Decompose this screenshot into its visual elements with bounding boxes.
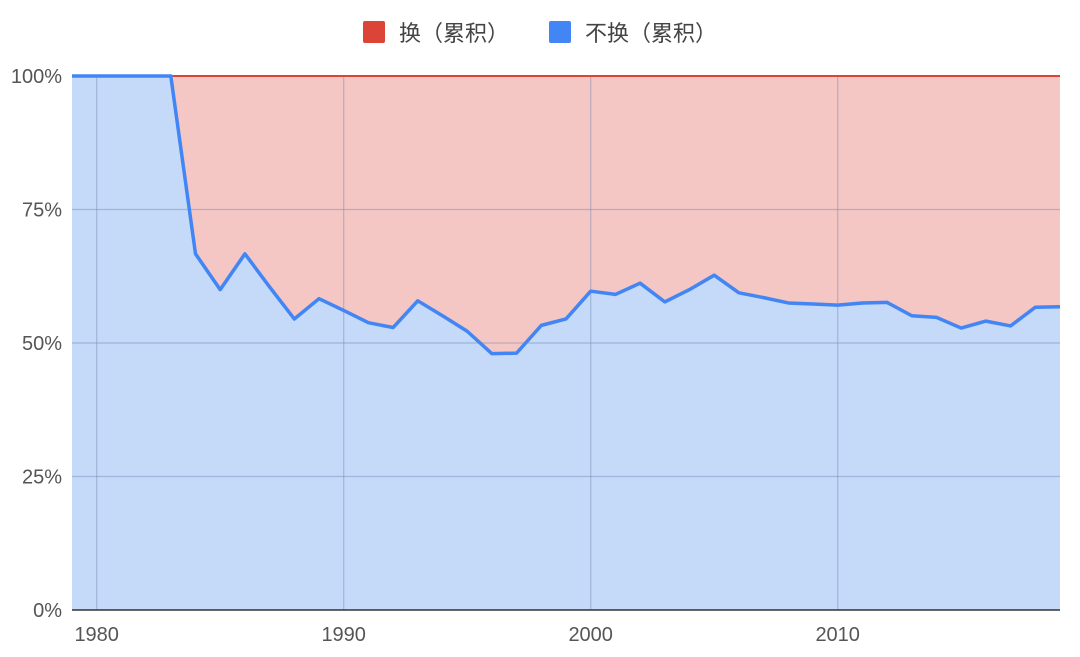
y-tick-label: 50% (22, 333, 62, 355)
area-swap (72, 76, 1060, 354)
tick-labels: 0% 25% 50% 75% 100% 1980 1990 2000 2010 (11, 66, 860, 646)
legend-label-no-swap: 不换（累积） (585, 22, 718, 47)
series-lines (72, 74, 1061, 356)
legend-item-no-swap[interactable]: 不换（累积） (549, 16, 717, 48)
y-tick-label: 100% (11, 66, 62, 88)
chart-legend: 换（累积） 不换（累积） (0, 14, 1080, 50)
area-no-swap (72, 76, 1060, 610)
gridlines (72, 75, 1060, 610)
legend-label-swap: 换（累积） (398, 22, 509, 47)
legend-swatch-swap (362, 21, 385, 43)
series-areas (72, 76, 1060, 610)
x-tick-label: 1990 (321, 624, 366, 646)
x-tick-label: 1980 (74, 624, 119, 646)
line-no-swap (72, 74, 1061, 356)
y-tick-label: 25% (22, 467, 62, 489)
y-tick-label: 75% (22, 200, 62, 222)
x-tick-label: 2010 (815, 624, 860, 646)
legend-swatch-no-swap (549, 21, 571, 43)
y-tick-label: 0% (33, 600, 62, 622)
x-tick-label: 2000 (568, 624, 613, 646)
legend-item-swap[interactable]: 换（累积） (362, 16, 509, 48)
